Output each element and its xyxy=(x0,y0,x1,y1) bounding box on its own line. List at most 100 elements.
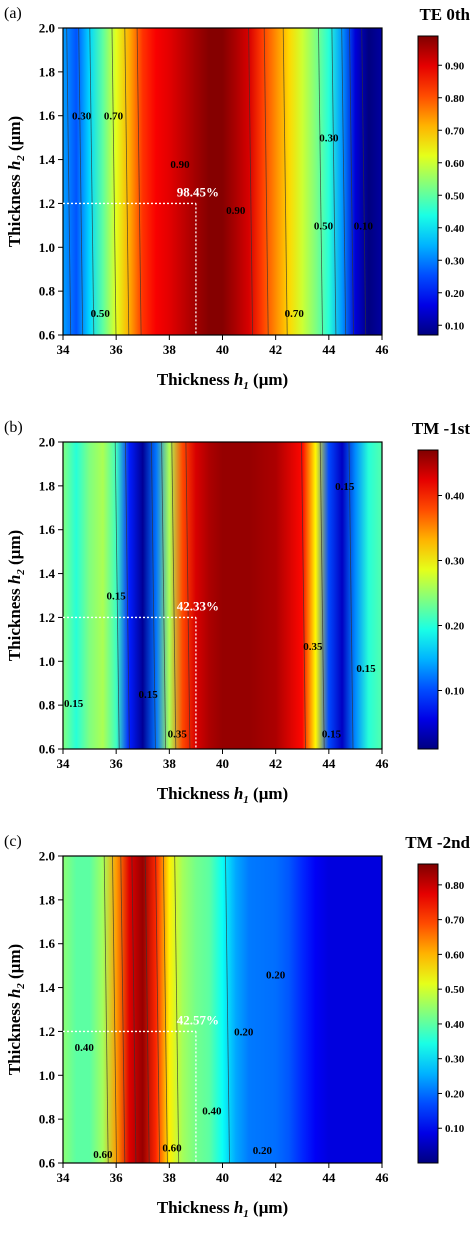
contour-label: 0.50 xyxy=(314,220,334,232)
colorbar-tick-label: 0.70 xyxy=(445,125,465,137)
contour-line xyxy=(248,27,253,336)
x-axis-label-main: Thickness xyxy=(157,370,234,389)
y-tick-label: 0.8 xyxy=(39,284,56,299)
y-tick-label: 1.6 xyxy=(39,936,56,951)
contour-line xyxy=(136,27,142,336)
x-axis-label-var: h xyxy=(234,370,243,389)
colorbar-tick-label: 0.70 xyxy=(445,915,465,927)
contour-line xyxy=(163,855,168,1164)
x-tick-label: 38 xyxy=(163,1170,177,1185)
contour-label: 0.20 xyxy=(253,1145,273,1157)
contour-line xyxy=(349,27,354,336)
y-tick-label: 1.4 xyxy=(39,566,56,581)
y-axis-label-var: h xyxy=(5,161,24,170)
colorbar xyxy=(417,449,439,750)
panel-label: (a) xyxy=(4,5,22,22)
marker-label: 42.57% xyxy=(177,1012,219,1027)
x-tick-label: 44 xyxy=(322,342,336,357)
contour-line xyxy=(171,441,177,750)
x-tick-label: 38 xyxy=(163,756,177,771)
y-tick-label: 2.0 xyxy=(39,849,55,864)
y-axis-label-sub: 2 xyxy=(15,155,27,162)
contour-label: 0.15 xyxy=(64,698,84,710)
x-tick-label: 46 xyxy=(376,756,390,771)
x-axis-label-main: Thickness xyxy=(157,1198,234,1217)
y-tick-label: 1.8 xyxy=(39,478,56,493)
y-axis-label: Thickness h2 (μm) xyxy=(5,116,27,247)
contour-line xyxy=(120,855,126,1164)
marker-label: 98.45% xyxy=(177,184,219,199)
contour-line xyxy=(319,441,325,750)
x-axis-label-unit: (μm) xyxy=(249,370,288,389)
contour-label: 0.15 xyxy=(138,689,158,701)
contour-label: 0.30 xyxy=(72,111,92,123)
colorbar-tick-label: 0.20 xyxy=(445,621,465,633)
y-axis-label-sub: 2 xyxy=(15,983,27,990)
contour-line xyxy=(155,855,160,1164)
contour-label: 0.70 xyxy=(285,308,305,320)
contour-line xyxy=(318,27,323,336)
y-tick-label: 1.6 xyxy=(39,522,56,537)
contour-label: 0.70 xyxy=(104,111,124,123)
contour-label: 0.90 xyxy=(226,205,246,217)
y-axis-label-main: Thickness xyxy=(5,170,24,247)
x-axis-label: Thickness h1 (μm) xyxy=(157,1198,288,1220)
x-tick-label: 42 xyxy=(269,1170,282,1185)
x-axis-label-unit: (μm) xyxy=(249,1198,288,1217)
contour-line xyxy=(282,27,288,336)
contour-line xyxy=(112,855,117,1164)
colorbar-tick-label: 0.50 xyxy=(445,190,465,202)
y-tick-label: 0.6 xyxy=(39,1156,56,1171)
contour-line xyxy=(114,441,120,750)
colorbar-tick-label: 0.20 xyxy=(445,288,465,300)
x-tick-label: 40 xyxy=(216,756,229,771)
x-axis-label-var: h xyxy=(234,784,243,803)
contour-line xyxy=(331,27,337,336)
y-tick-label: 0.8 xyxy=(39,1112,56,1127)
contour-line xyxy=(348,441,354,750)
y-axis-label-var: h xyxy=(5,989,24,998)
x-tick-label: 42 xyxy=(269,756,282,771)
colorbar-tick-label: 0.40 xyxy=(445,223,465,235)
colorbar xyxy=(417,35,439,336)
y-tick-label: 1.0 xyxy=(39,1068,55,1083)
x-tick-label: 42 xyxy=(269,342,282,357)
marker-label: 42.33% xyxy=(177,598,219,613)
contour-line xyxy=(225,855,230,1164)
chart-title: TM -2nd xyxy=(405,833,470,852)
x-axis-label-var: h xyxy=(234,1198,243,1217)
colorbar-tick-label: 0.50 xyxy=(445,984,465,996)
colorbar-tick-label: 0.30 xyxy=(445,255,465,267)
y-axis-label: Thickness h2 (μm) xyxy=(5,530,27,661)
contour-line xyxy=(124,27,130,336)
contour-line xyxy=(185,441,191,750)
heatmap-field xyxy=(63,856,382,1163)
heatmap-field xyxy=(63,28,382,335)
x-tick-label: 34 xyxy=(57,1170,71,1185)
contour-label: 0.50 xyxy=(91,308,111,320)
x-tick-label: 34 xyxy=(57,756,71,771)
x-axis-label-unit: (μm) xyxy=(249,784,288,803)
heatmap-chart: 34 36 38 40 42 44 46 0.6 0.8 1.0 1.2 1.4 1.6 1.8 2.0 Th… xyxy=(4,419,470,806)
x-tick-label: 44 xyxy=(322,756,336,771)
y-tick-label: 0.8 xyxy=(39,698,56,713)
x-axis-label: Thickness h1 (μm) xyxy=(157,370,288,392)
y-tick-label: 0.6 xyxy=(39,742,56,757)
y-tick-label: 1.2 xyxy=(39,1024,55,1039)
contour-line xyxy=(131,855,137,1164)
panel-a: 34 36 38 40 42 44 46 0.6 0.8 1.0 1.2 1.4 1.6 1.8 2.0 Th… xyxy=(0,0,474,414)
y-axis-label: Thickness h2 (μm) xyxy=(5,944,27,1075)
contour-line xyxy=(174,855,180,1164)
colorbar-tick-label: 0.30 xyxy=(445,556,465,568)
y-tick-label: 0.6 xyxy=(39,328,56,343)
colorbar-tick-label: 0.40 xyxy=(445,491,465,503)
contour-label: 0.90 xyxy=(170,159,190,171)
y-tick-label: 1.2 xyxy=(39,610,55,625)
y-tick-label: 1.2 xyxy=(39,196,55,211)
y-tick-label: 1.4 xyxy=(39,152,56,167)
contour-label: 0.35 xyxy=(303,641,323,653)
panel-c: 34 36 38 40 42 44 46 0.6 0.8 1.0 1.2 1.4 1.6 1.8 2.0 Th… xyxy=(0,828,474,1242)
contour-line xyxy=(66,27,72,336)
contour-label: 0.60 xyxy=(162,1143,182,1155)
contour-label: 0.15 xyxy=(356,663,376,675)
